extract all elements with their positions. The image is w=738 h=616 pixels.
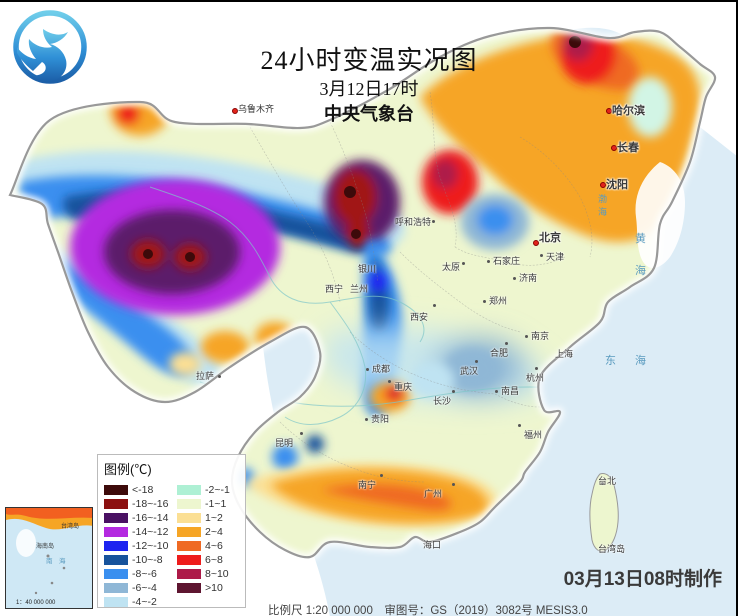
svg-text:台湾岛: 台湾岛: [61, 522, 79, 530]
svg-text:南 海: 南 海: [46, 556, 66, 565]
svg-text:海南岛: 海南岛: [36, 542, 54, 550]
